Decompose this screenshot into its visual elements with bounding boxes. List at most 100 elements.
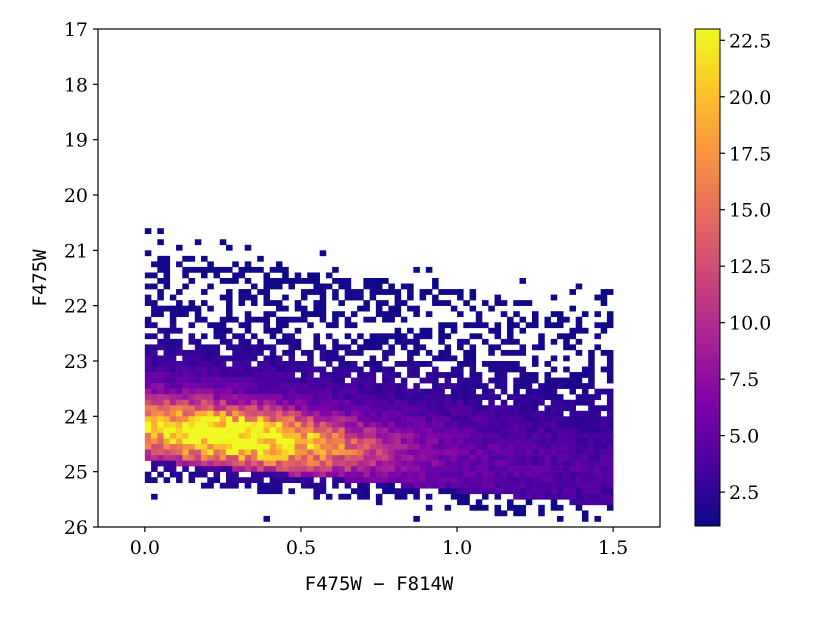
heatmap-cell — [338, 427, 345, 434]
heatmap-cell — [157, 394, 164, 401]
heatmap-cell — [244, 377, 252, 384]
heatmap-cell — [382, 383, 389, 389]
heatmap-cell — [151, 460, 158, 467]
heatmap-cell — [507, 477, 514, 484]
heatmap-cell — [232, 405, 239, 412]
heatmap-cell — [157, 438, 164, 445]
heatmap-cell — [194, 338, 202, 345]
heatmap-cell — [588, 361, 595, 367]
heatmap-cell — [332, 366, 339, 373]
heatmap-cell — [188, 421, 196, 428]
heatmap-cell — [463, 416, 470, 423]
heatmap-cell — [201, 344, 208, 351]
heatmap-cell — [432, 377, 439, 384]
heatmap-cell — [432, 283, 439, 290]
heatmap-cell — [151, 355, 158, 362]
heatmap-cell — [600, 438, 608, 445]
heatmap-cell — [531, 421, 539, 428]
heatmap-cell — [176, 477, 183, 484]
heatmap-cell — [581, 399, 589, 406]
heatmap-cell — [163, 272, 171, 279]
heatmap-cell — [400, 444, 408, 450]
heatmap-cell — [169, 455, 177, 461]
heatmap-cell — [207, 372, 214, 378]
heatmap-cell — [269, 355, 277, 362]
heatmap-cell — [388, 455, 395, 461]
heatmap-cell — [494, 438, 502, 445]
heatmap-cell — [226, 477, 233, 484]
heatmap-cell — [388, 283, 395, 290]
heatmap-cell — [382, 316, 389, 323]
heatmap-cell — [300, 372, 308, 378]
heatmap-cell — [606, 322, 614, 329]
heatmap-cell — [382, 482, 389, 489]
heatmap-cell — [282, 399, 289, 406]
heatmap-cell — [550, 394, 558, 401]
heatmap-cell — [444, 449, 452, 456]
heatmap-cell — [606, 355, 614, 362]
heatmap-cell — [232, 372, 239, 378]
heatmap-cell — [263, 372, 271, 378]
heatmap-cell — [444, 333, 452, 340]
heatmap-cell — [282, 410, 289, 417]
heatmap-cell — [244, 427, 252, 434]
heatmap-cell — [419, 344, 427, 351]
heatmap-cell — [238, 322, 246, 329]
heatmap-cell — [257, 427, 264, 434]
heatmap-cell — [581, 432, 589, 439]
heatmap-cell — [438, 432, 445, 439]
heatmap-cell — [275, 338, 283, 345]
heatmap-cell — [469, 444, 477, 450]
heatmap-cell — [463, 444, 470, 450]
heatmap-cell — [207, 361, 214, 367]
heatmap-cell — [163, 394, 171, 401]
heatmap-cell — [194, 399, 202, 406]
heatmap-cell — [263, 278, 271, 284]
heatmap-cell — [307, 455, 314, 461]
heatmap-cell — [531, 316, 539, 323]
heatmap-cell — [188, 432, 196, 439]
heatmap-cell — [157, 449, 164, 456]
heatmap-cell — [538, 455, 545, 461]
heatmap-cell — [194, 438, 202, 445]
heatmap-cell — [507, 449, 514, 456]
heatmap-cell — [482, 361, 489, 367]
colorbar-tick-label: 20.0 — [729, 87, 771, 109]
heatmap-cell — [507, 488, 514, 495]
heatmap-cell — [525, 377, 533, 384]
heatmap-cell — [606, 394, 614, 401]
heatmap-cell — [294, 477, 302, 484]
heatmap-cell — [163, 333, 171, 340]
heatmap-cell — [463, 477, 470, 484]
heatmap-cell — [288, 449, 295, 456]
heatmap-cell — [244, 266, 252, 273]
heatmap-cell — [450, 289, 458, 295]
heatmap-cell — [525, 388, 533, 395]
heatmap-cell — [538, 438, 545, 445]
heatmap-cell — [269, 399, 277, 406]
heatmap-cell — [188, 388, 196, 395]
heatmap-cell — [176, 344, 183, 351]
heatmap-cell — [213, 410, 221, 417]
heatmap-cell — [525, 455, 533, 461]
heatmap-cell — [388, 377, 395, 384]
heatmap-cell — [588, 499, 595, 506]
heatmap-cell — [588, 394, 595, 401]
heatmap-cell — [494, 432, 502, 439]
heatmap-cell — [232, 427, 239, 434]
heatmap-cell — [400, 432, 408, 439]
heatmap-cell — [394, 405, 402, 412]
heatmap-cell — [425, 361, 433, 367]
heatmap-cell — [419, 438, 427, 445]
heatmap-cell — [494, 361, 502, 367]
heatmap-cell — [238, 300, 246, 306]
heatmap-cell — [244, 388, 252, 395]
heatmap-cell — [257, 416, 264, 423]
heatmap-cell — [263, 361, 271, 367]
heatmap-cell — [419, 416, 427, 423]
heatmap-cell — [400, 316, 408, 323]
heatmap-cell — [538, 399, 545, 406]
heatmap-cell — [232, 344, 239, 351]
heatmap-cell — [163, 261, 171, 268]
heatmap-cell — [469, 455, 477, 461]
